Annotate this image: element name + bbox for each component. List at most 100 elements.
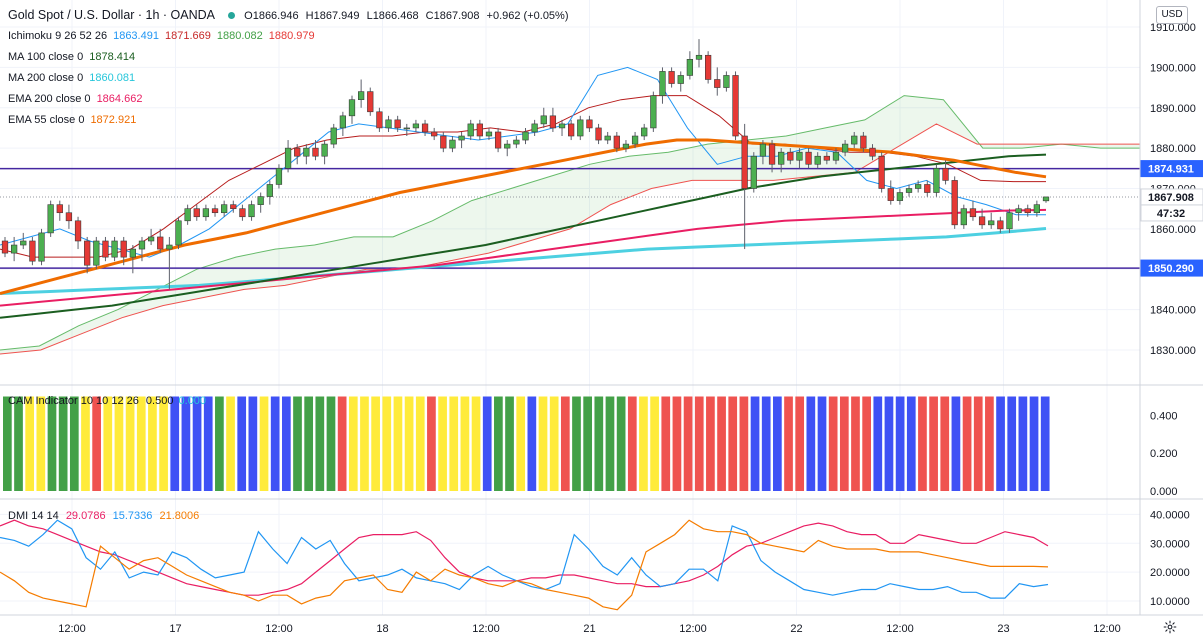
price-tick-label: 1830.000 [1150, 345, 1196, 357]
time-tick-label: 12:00 [265, 623, 293, 635]
cam-bar-blue [817, 396, 827, 491]
candle [284, 140, 292, 173]
candle-up [1006, 212, 1013, 230]
candle [549, 107, 557, 132]
ohlc-high: 1867.949 [313, 10, 360, 22]
cam-bar-blue [482, 396, 492, 491]
candle-up [504, 143, 511, 149]
candle [951, 176, 958, 229]
candle [412, 119, 420, 132]
candle-up [778, 151, 785, 165]
main-legend: Gold Spot / U.S. Dollar · 1h · OANDA O18… [8, 8, 569, 22]
cam-bar-yellow [516, 396, 526, 491]
cam-bar-yellow [259, 396, 269, 491]
candle [11, 236, 18, 262]
symbol-title[interactable]: Gold Spot / U.S. Dollar · 1h · OANDA [8, 8, 216, 22]
indicator-legend-row[interactable]: EMA 200 close 0 1864.662 [8, 93, 148, 105]
candle [193, 204, 200, 221]
candle-down [887, 188, 894, 201]
indicator-name: EMA 200 close 0 [8, 93, 91, 105]
candle-up [641, 127, 648, 137]
currency-badge[interactable]: USD [1156, 6, 1188, 24]
candle-up [166, 244, 173, 250]
cam-bar-blue [527, 396, 537, 491]
cam-bar-green [583, 396, 593, 491]
indicator-legend-row[interactable]: Ichimoku 9 26 52 26 1863.491 1871.669 1880.… [8, 30, 321, 42]
ohlc-low: 1866.468 [372, 10, 419, 22]
cam-bar-yellow [538, 396, 548, 491]
candle [1006, 208, 1013, 233]
cam-bar-green [215, 396, 224, 491]
gear-icon[interactable] [1163, 620, 1177, 634]
candle [266, 180, 273, 205]
candle [458, 131, 465, 149]
cam-bar-yellow [549, 396, 559, 491]
candle [531, 119, 538, 137]
cam-bar-blue [1007, 396, 1017, 491]
indicator-value: 1880.979 [268, 30, 315, 42]
cam-bar-blue [1040, 396, 1050, 491]
indicator-legend-row[interactable]: MA 100 close 0 1878.414 [8, 51, 141, 63]
cam-bar-red [672, 396, 682, 491]
candle-up [47, 204, 54, 234]
time-tick-label: 18 [376, 623, 388, 635]
price-tick-label: 1900.000 [1150, 62, 1196, 74]
price-axis-label-text: 47:32 [1157, 208, 1185, 220]
candle-up [138, 240, 146, 250]
cam-bar-red [784, 396, 793, 491]
cam-bar-red [427, 396, 436, 491]
cam-label[interactable]: CAM Indicator 10 10 12 26 [8, 395, 139, 407]
candle-down [294, 147, 301, 157]
cam-bar-yellow [159, 396, 168, 491]
candle-up [257, 196, 264, 205]
candle [513, 136, 520, 149]
cam-bar-green [47, 396, 57, 491]
cam-bar-red [985, 396, 994, 491]
cam-bar-blue [873, 396, 883, 491]
cam-bar-yellow [404, 396, 414, 491]
candle [714, 67, 721, 96]
cam-bar-blue [951, 396, 961, 491]
candle-up [513, 139, 520, 145]
candle-up [905, 188, 913, 193]
cam-bar-red [940, 396, 950, 491]
cam-value-1: 0.500 [145, 395, 174, 407]
price-axis-label: 1874.931 [1140, 160, 1203, 178]
cam-bar-red [683, 396, 693, 491]
candle-down [239, 208, 246, 218]
ichimoku-span-b [0, 123, 1140, 355]
candle [960, 204, 967, 229]
dmi-label[interactable]: DMI 14 14 [8, 510, 59, 522]
candle-up [1033, 204, 1040, 214]
indicator-value: 1864.662 [96, 93, 143, 105]
candle-down [613, 135, 620, 149]
cam-bar-yellow [103, 396, 113, 491]
dmi-tick-label: 40.0000 [1150, 509, 1190, 521]
cam-bar-green [572, 396, 581, 491]
candle-up [403, 127, 410, 130]
candle [29, 236, 36, 266]
candle-up [659, 71, 666, 96]
cam-bar-yellow [438, 396, 447, 491]
candle-down [732, 75, 739, 137]
candle-down [878, 155, 885, 189]
ohlc-close: 1867.908 [433, 10, 480, 22]
candle [294, 144, 301, 165]
indicator-value: 1863.491 [113, 30, 159, 42]
candle [449, 136, 456, 153]
candle [924, 180, 931, 197]
candle-up [184, 208, 191, 222]
candle-up [467, 123, 474, 137]
candle [978, 208, 986, 229]
candle-down [193, 208, 200, 218]
candle-up [814, 155, 821, 165]
indicator-legend-row[interactable]: MA 200 close 0 1860.081 [8, 72, 141, 84]
candle-down [568, 123, 575, 137]
cam-bar-yellow [639, 396, 648, 491]
cam-bar-red [918, 396, 927, 491]
indicator-legend-row[interactable]: EMA 55 close 0 1872.921 [8, 114, 142, 126]
candle-up [412, 123, 420, 129]
candle [997, 216, 1004, 233]
cam-bar-red [627, 396, 637, 491]
